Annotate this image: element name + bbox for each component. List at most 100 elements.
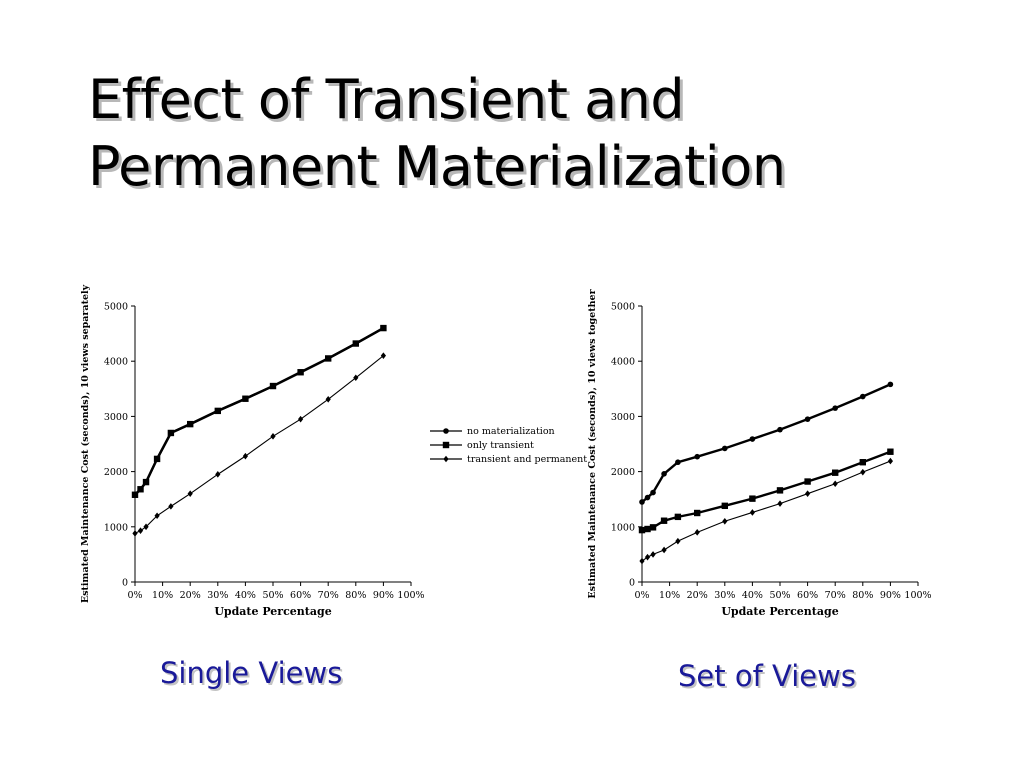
square-point — [638, 526, 646, 534]
chart-set-of-views: 0% 10% 20% 30% 40% 50% 60% 70% 80% 90% 100% 0 1000 20… — [587, 288, 932, 618]
square-point — [804, 478, 811, 485]
axes: 0% 10% 20% 30% 40% 50% 60% 70% 80% 90% 100% 0 1000 20… — [611, 302, 932, 602]
x-tick-label: 20% — [687, 590, 708, 601]
diamond-point — [353, 374, 359, 382]
legend-entry: only transient — [430, 440, 534, 451]
x-tick-label: 70% — [825, 590, 846, 601]
circle-point — [661, 471, 667, 477]
circle-point — [804, 416, 811, 422]
legend-marker — [443, 428, 449, 434]
diamond-point — [242, 452, 248, 460]
x-axis-label: Update Percentage — [214, 605, 331, 618]
x-tick-label: 30% — [207, 590, 228, 601]
circle-point — [644, 494, 651, 501]
y-axis-label: Estimated Maintenance Cost (seconds), 10… — [80, 284, 91, 603]
square-point — [214, 407, 221, 415]
square-point — [167, 429, 175, 437]
y-tick-label: 4000 — [104, 357, 128, 368]
title-line-1: Effect of Transient and — [88, 68, 685, 131]
legend-label: transient and permanent — [467, 454, 587, 465]
x-tick-label: 0% — [634, 590, 649, 601]
diamond-point — [650, 551, 656, 558]
diamond-point — [215, 471, 221, 478]
diamond-point — [325, 395, 331, 403]
x-tick-label: 60% — [290, 590, 311, 601]
y-tick-label: 3000 — [611, 412, 635, 423]
diamond-point — [168, 503, 174, 510]
series-line — [641, 460, 891, 562]
x-tick-label: 80% — [345, 590, 366, 601]
title-line-2: Permanent Materialization — [88, 135, 786, 198]
series-line — [134, 327, 384, 496]
square-point — [660, 517, 668, 524]
diamond-point — [270, 432, 276, 440]
diamond-point — [749, 509, 755, 516]
x-tick-label: 40% — [235, 590, 256, 601]
square-point — [297, 369, 304, 376]
diamond-point — [887, 457, 893, 465]
circle-point — [749, 436, 756, 442]
series-no-materialization — [639, 381, 894, 505]
square-point — [749, 495, 756, 502]
legend-marker — [443, 455, 449, 463]
diamond-point — [298, 415, 304, 423]
square-point — [694, 509, 701, 517]
y-tick-label: 1000 — [611, 522, 635, 533]
square-point — [776, 487, 784, 494]
x-tick-label: 60% — [797, 590, 818, 601]
chart-legend: no materialization only transient transien… — [430, 426, 587, 465]
diamond-point — [860, 468, 866, 476]
square-point — [325, 355, 332, 362]
diamond-point — [644, 553, 651, 561]
circle-point — [860, 393, 866, 400]
axes: 0% 10% 20% 30% 40% 50% 60% 70% 80% 90% 100% 0 1000 20… — [104, 302, 425, 602]
series-line — [641, 383, 891, 503]
circle-point — [675, 459, 681, 466]
square-point — [674, 513, 682, 521]
y-tick-label: 2000 — [104, 467, 128, 478]
series-only-transient — [131, 324, 387, 498]
diamond-point — [380, 352, 386, 359]
x-tick-label: 100% — [904, 590, 931, 601]
diamond-point — [187, 490, 193, 497]
x-tick-label: 70% — [318, 590, 339, 601]
y-tick-label: 5000 — [104, 302, 128, 313]
square-point — [153, 455, 161, 463]
legend-label: only transient — [467, 440, 534, 451]
series-line — [134, 327, 384, 496]
square-point — [131, 491, 139, 498]
diamond-point — [132, 530, 138, 537]
series-only-transient — [638, 448, 894, 534]
circle-point — [639, 499, 645, 505]
square-point — [269, 382, 277, 390]
series-no-materialization — [132, 325, 387, 498]
diamond-point — [722, 517, 728, 525]
square-point — [352, 340, 359, 347]
x-tick-label: 20% — [180, 590, 201, 601]
y-tick-label: 3000 — [104, 412, 128, 423]
x-tick-label: 10% — [152, 590, 173, 601]
diamond-point — [694, 529, 700, 536]
x-axis-label: Update Percentage — [721, 605, 838, 618]
x-tick-label: 100% — [397, 590, 424, 601]
chart-single-views: 0% 10% 20% 30% 40% 50% 60% 70% 80% 90% 100% 0 1000 20… — [80, 284, 425, 618]
legend-label: no materialization — [467, 426, 555, 437]
square-point — [142, 478, 150, 486]
y-tick-label: 0 — [629, 578, 635, 589]
diamond-point — [777, 500, 783, 507]
square-point — [644, 525, 651, 533]
x-tick-label: 0% — [127, 590, 142, 601]
diamond-point — [661, 546, 667, 554]
x-tick-label: 80% — [852, 590, 873, 601]
caption-set-of-views: Set of Views — [678, 659, 856, 693]
legend-entry: no materialization — [430, 426, 555, 437]
y-axis-label: Estimated Maintenance Cost (seconds), 10… — [587, 288, 598, 598]
square-point — [380, 324, 387, 332]
y-tick-label: 1000 — [104, 522, 128, 533]
diamond-point — [675, 537, 681, 545]
square-point — [649, 524, 657, 531]
y-tick-label: 2000 — [611, 467, 635, 478]
series-transient-and-permanent — [132, 352, 386, 537]
y-tick-label: 4000 — [611, 357, 635, 368]
x-tick-label: 40% — [742, 590, 763, 601]
